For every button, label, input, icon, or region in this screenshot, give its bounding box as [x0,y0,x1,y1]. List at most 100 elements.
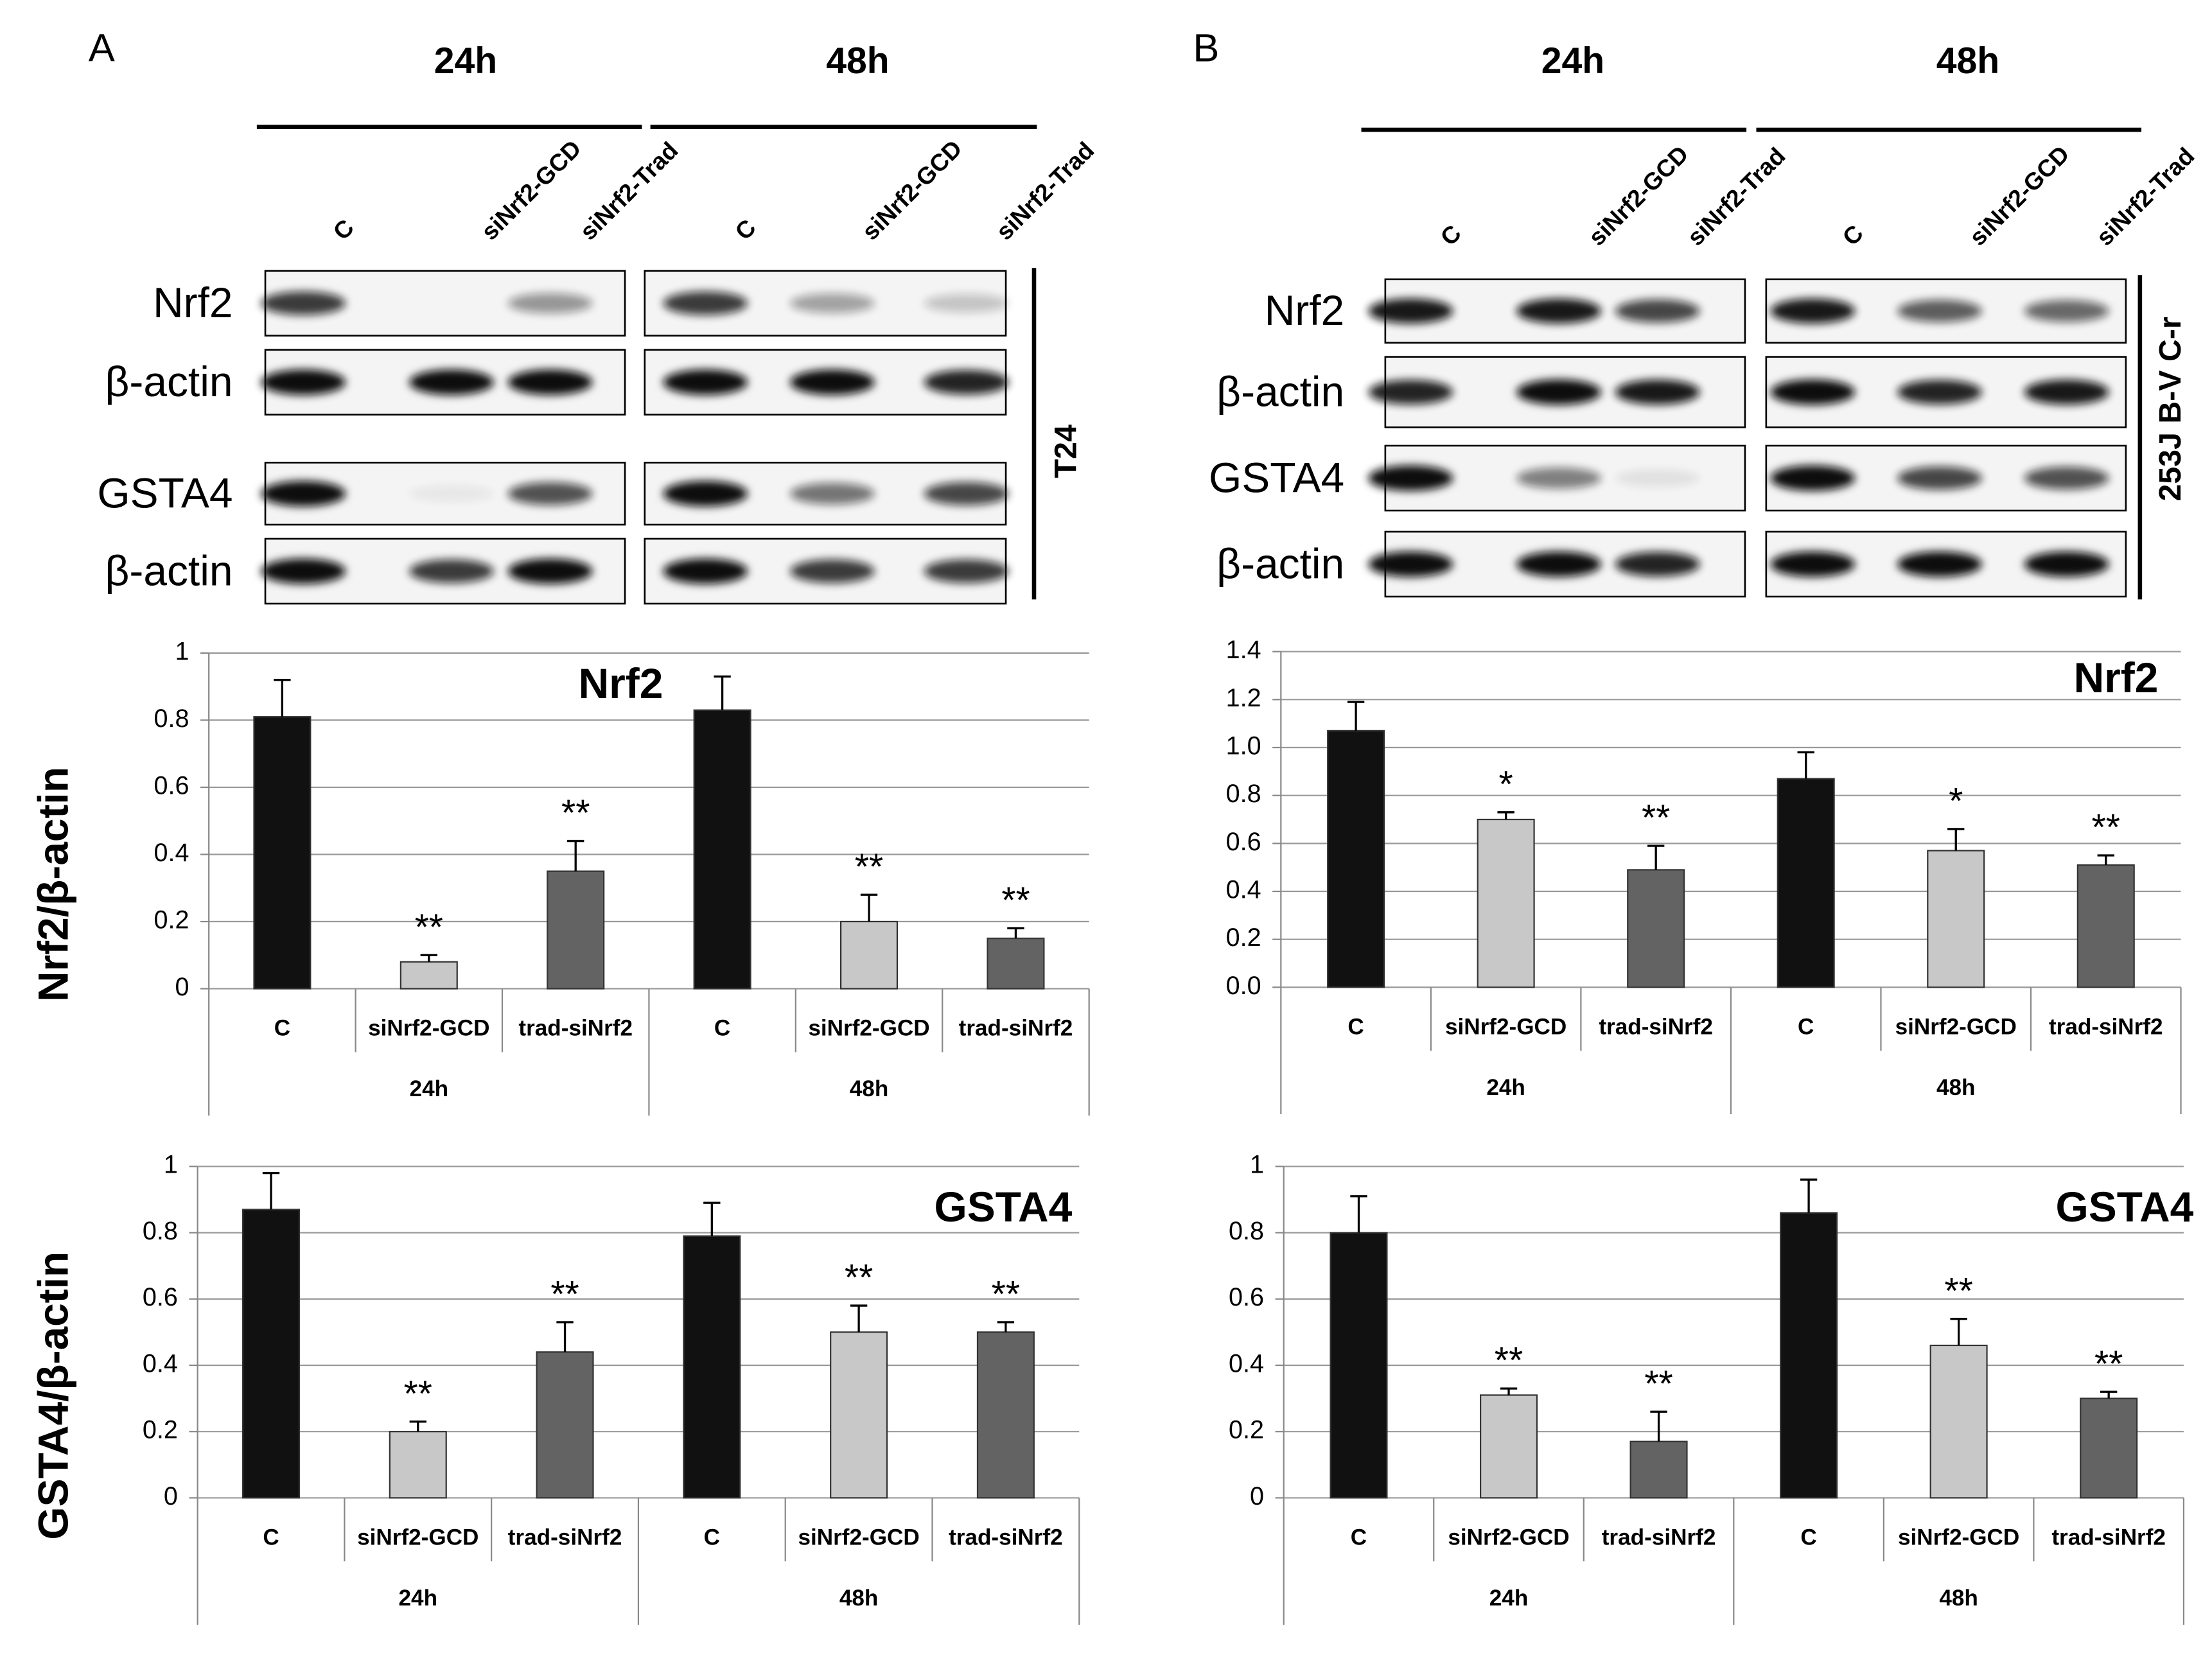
chart-title: GSTA4 [2056,1183,2194,1230]
y-tick-label: 0.2 [1229,1416,1264,1444]
significance: ** [2092,807,2120,848]
blot-band [790,293,875,313]
blot-band [924,293,1009,313]
y-tick-label: 0.0 [1226,972,1261,1000]
row-label: β-actin [105,547,233,594]
bar [987,938,1045,990]
bar [1780,1212,1838,1499]
blot-band [1516,551,1601,577]
blot-band [409,559,494,583]
blot-band [1615,552,1700,577]
blot-band [924,482,1009,505]
blot-band [507,293,593,314]
x-tick-label: trad-siNrf2 [518,1016,633,1041]
y-tick-label: 0.4 [143,1349,178,1378]
blot-band [663,558,748,584]
significance: ** [845,1257,873,1299]
time-header: 24h [1541,40,1604,82]
significance: ** [404,1373,432,1414]
bar [547,870,605,990]
y-axis-label: Nrf2/β-actin [29,767,76,1002]
bar [693,709,751,990]
y-axis-label: GSTA4/β-actin [29,1252,76,1540]
blot-band [1615,380,1700,405]
blot-band [1615,299,1700,323]
blot-band [1516,298,1601,324]
time-header: 48h [826,40,889,82]
blot-band [2024,466,2109,490]
blot-band [1770,551,1856,577]
x-tick-label: siNrf2-GCD [1448,1525,1569,1550]
bar [976,1331,1035,1499]
blot-band [1770,298,1856,324]
blot-band [409,485,494,503]
y-tick-label: 0 [164,1482,178,1510]
y-tick-label: 1.2 [1226,684,1261,712]
y-tick-label: 0 [1250,1482,1264,1510]
blot-band [924,559,1009,583]
x-tick-label: trad-siNrf2 [2049,1014,2163,1039]
blot-band [1516,379,1601,405]
y-tick-label: 0.2 [154,905,189,934]
blot-band [2024,300,2109,322]
x-tick-label: siNrf2-GCD [1445,1014,1567,1039]
y-tick-label: 1.4 [1226,636,1261,664]
significance: ** [415,907,443,948]
row-label: β-actin [1216,367,1344,415]
y-tick-label: 0.8 [154,704,189,733]
blot-band [507,482,593,505]
y-tick-label: 0.2 [1226,923,1261,952]
blot-band [409,369,494,395]
bar [241,1209,301,1499]
bar [536,1351,594,1499]
y-tick-label: 1 [164,1151,178,1179]
y-tick-label: 0.4 [1229,1349,1264,1378]
row-label: GSTA4 [1209,453,1344,501]
group-label: 24h [410,1076,449,1101]
y-tick-label: 0.6 [154,771,189,800]
cell-line-label: T24 [1048,424,1083,478]
x-tick-label: siNrf2-GCD [798,1525,919,1550]
blot-band [1897,551,1982,577]
x-tick-label: C [1800,1525,1816,1550]
y-tick-label: 1 [175,637,189,665]
significance: ** [1495,1340,1523,1381]
group-label: 48h [1939,1586,1978,1611]
bar [1929,1344,1988,1499]
blot-band [1615,469,1700,487]
blot-band [1897,299,1982,322]
blot-band [507,369,593,395]
significance: ** [992,1273,1020,1315]
x-tick-label: siNrf2-GCD [1895,1014,2017,1039]
blot-band [1770,379,1856,405]
x-tick-label: C [1351,1525,1367,1550]
significance: ** [550,1273,579,1315]
significance: ** [1644,1363,1672,1404]
blot-band [2024,380,2109,405]
bar [2076,864,2135,988]
bar [1629,1440,1688,1499]
blot-band [790,482,875,505]
bar [830,1331,888,1499]
blot-band [1897,380,1982,405]
x-tick-label: C [1347,1014,1364,1039]
x-tick-label: C [704,1525,720,1550]
significance: * [1949,780,1963,821]
row-label: GSTA4 [97,469,233,516]
y-tick-label: 0.6 [1226,828,1261,856]
blot-band [261,369,346,395]
blot-band [924,370,1009,395]
y-tick-label: 0.4 [1226,875,1261,904]
blot-band [261,480,346,507]
blot-band [261,558,346,584]
blot-band [507,558,593,584]
blot-band [790,369,875,395]
blot-band [1770,465,1856,491]
y-tick-label: 0.8 [1229,1217,1264,1245]
significance: ** [1642,798,1670,839]
y-tick-label: 0.8 [1226,780,1261,808]
y-tick-label: 0.8 [143,1217,178,1245]
bar [2080,1397,2138,1499]
bar [389,1431,447,1499]
group-label: 24h [1489,1586,1529,1611]
